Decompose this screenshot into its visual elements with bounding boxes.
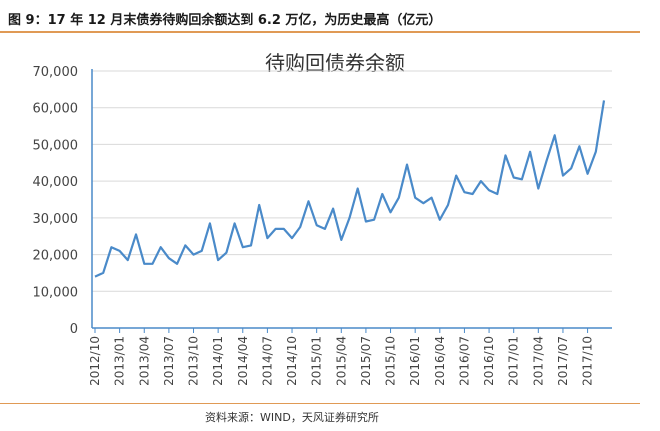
bottom-divider xyxy=(0,403,640,404)
x-tick-label: 2016/04 xyxy=(433,336,447,386)
y-tick-label: 0 xyxy=(70,322,78,337)
y-tick-label: 50,000 xyxy=(33,138,79,153)
x-tick-label: 2017/07 xyxy=(556,336,570,386)
x-tick-label: 2013/10 xyxy=(187,336,201,386)
x-tick-label: 2014/10 xyxy=(285,336,299,386)
series-line xyxy=(94,100,606,278)
x-tick-label: 2017/01 xyxy=(507,336,521,386)
x-tick-label: 2017/04 xyxy=(531,336,545,386)
y-tick-label: 40,000 xyxy=(33,175,79,190)
x-tick-label: 2013/01 xyxy=(113,336,127,386)
y-tick-label: 60,000 xyxy=(33,102,79,117)
y-tick-label: 10,000 xyxy=(33,285,79,300)
x-tick-label: 2016/07 xyxy=(457,336,471,386)
x-tick-label: 2016/01 xyxy=(408,336,422,386)
x-tick-label: 2013/07 xyxy=(162,336,176,386)
x-tick-label: 2015/10 xyxy=(384,336,398,386)
source-note: 资料来源：WIND，天风证券研究所 xyxy=(205,411,379,424)
x-tick-label: 2015/07 xyxy=(359,336,373,386)
x-tick-label: 2016/10 xyxy=(482,336,496,386)
x-tick-label: 2014/01 xyxy=(211,336,225,386)
figure-title: 图 9：17 年 12 月末债券待购回余额达到 6.2 万亿，为历史最高（亿元） xyxy=(8,13,442,28)
y-tick-label: 20,000 xyxy=(33,249,79,264)
x-tick-label: 2014/04 xyxy=(236,336,250,386)
x-tick-label: 2013/04 xyxy=(137,336,151,386)
x-tick-label: 2015/04 xyxy=(334,336,348,386)
y-tick-label: 70,000 xyxy=(33,65,79,80)
x-tick-label: 2017/10 xyxy=(581,336,595,386)
x-tick-label: 2012/10 xyxy=(88,336,102,386)
y-tick-label: 30,000 xyxy=(33,212,79,227)
x-tick-label: 2015/01 xyxy=(310,336,324,386)
top-divider xyxy=(0,31,640,33)
x-tick-label: 2014/07 xyxy=(260,336,274,386)
